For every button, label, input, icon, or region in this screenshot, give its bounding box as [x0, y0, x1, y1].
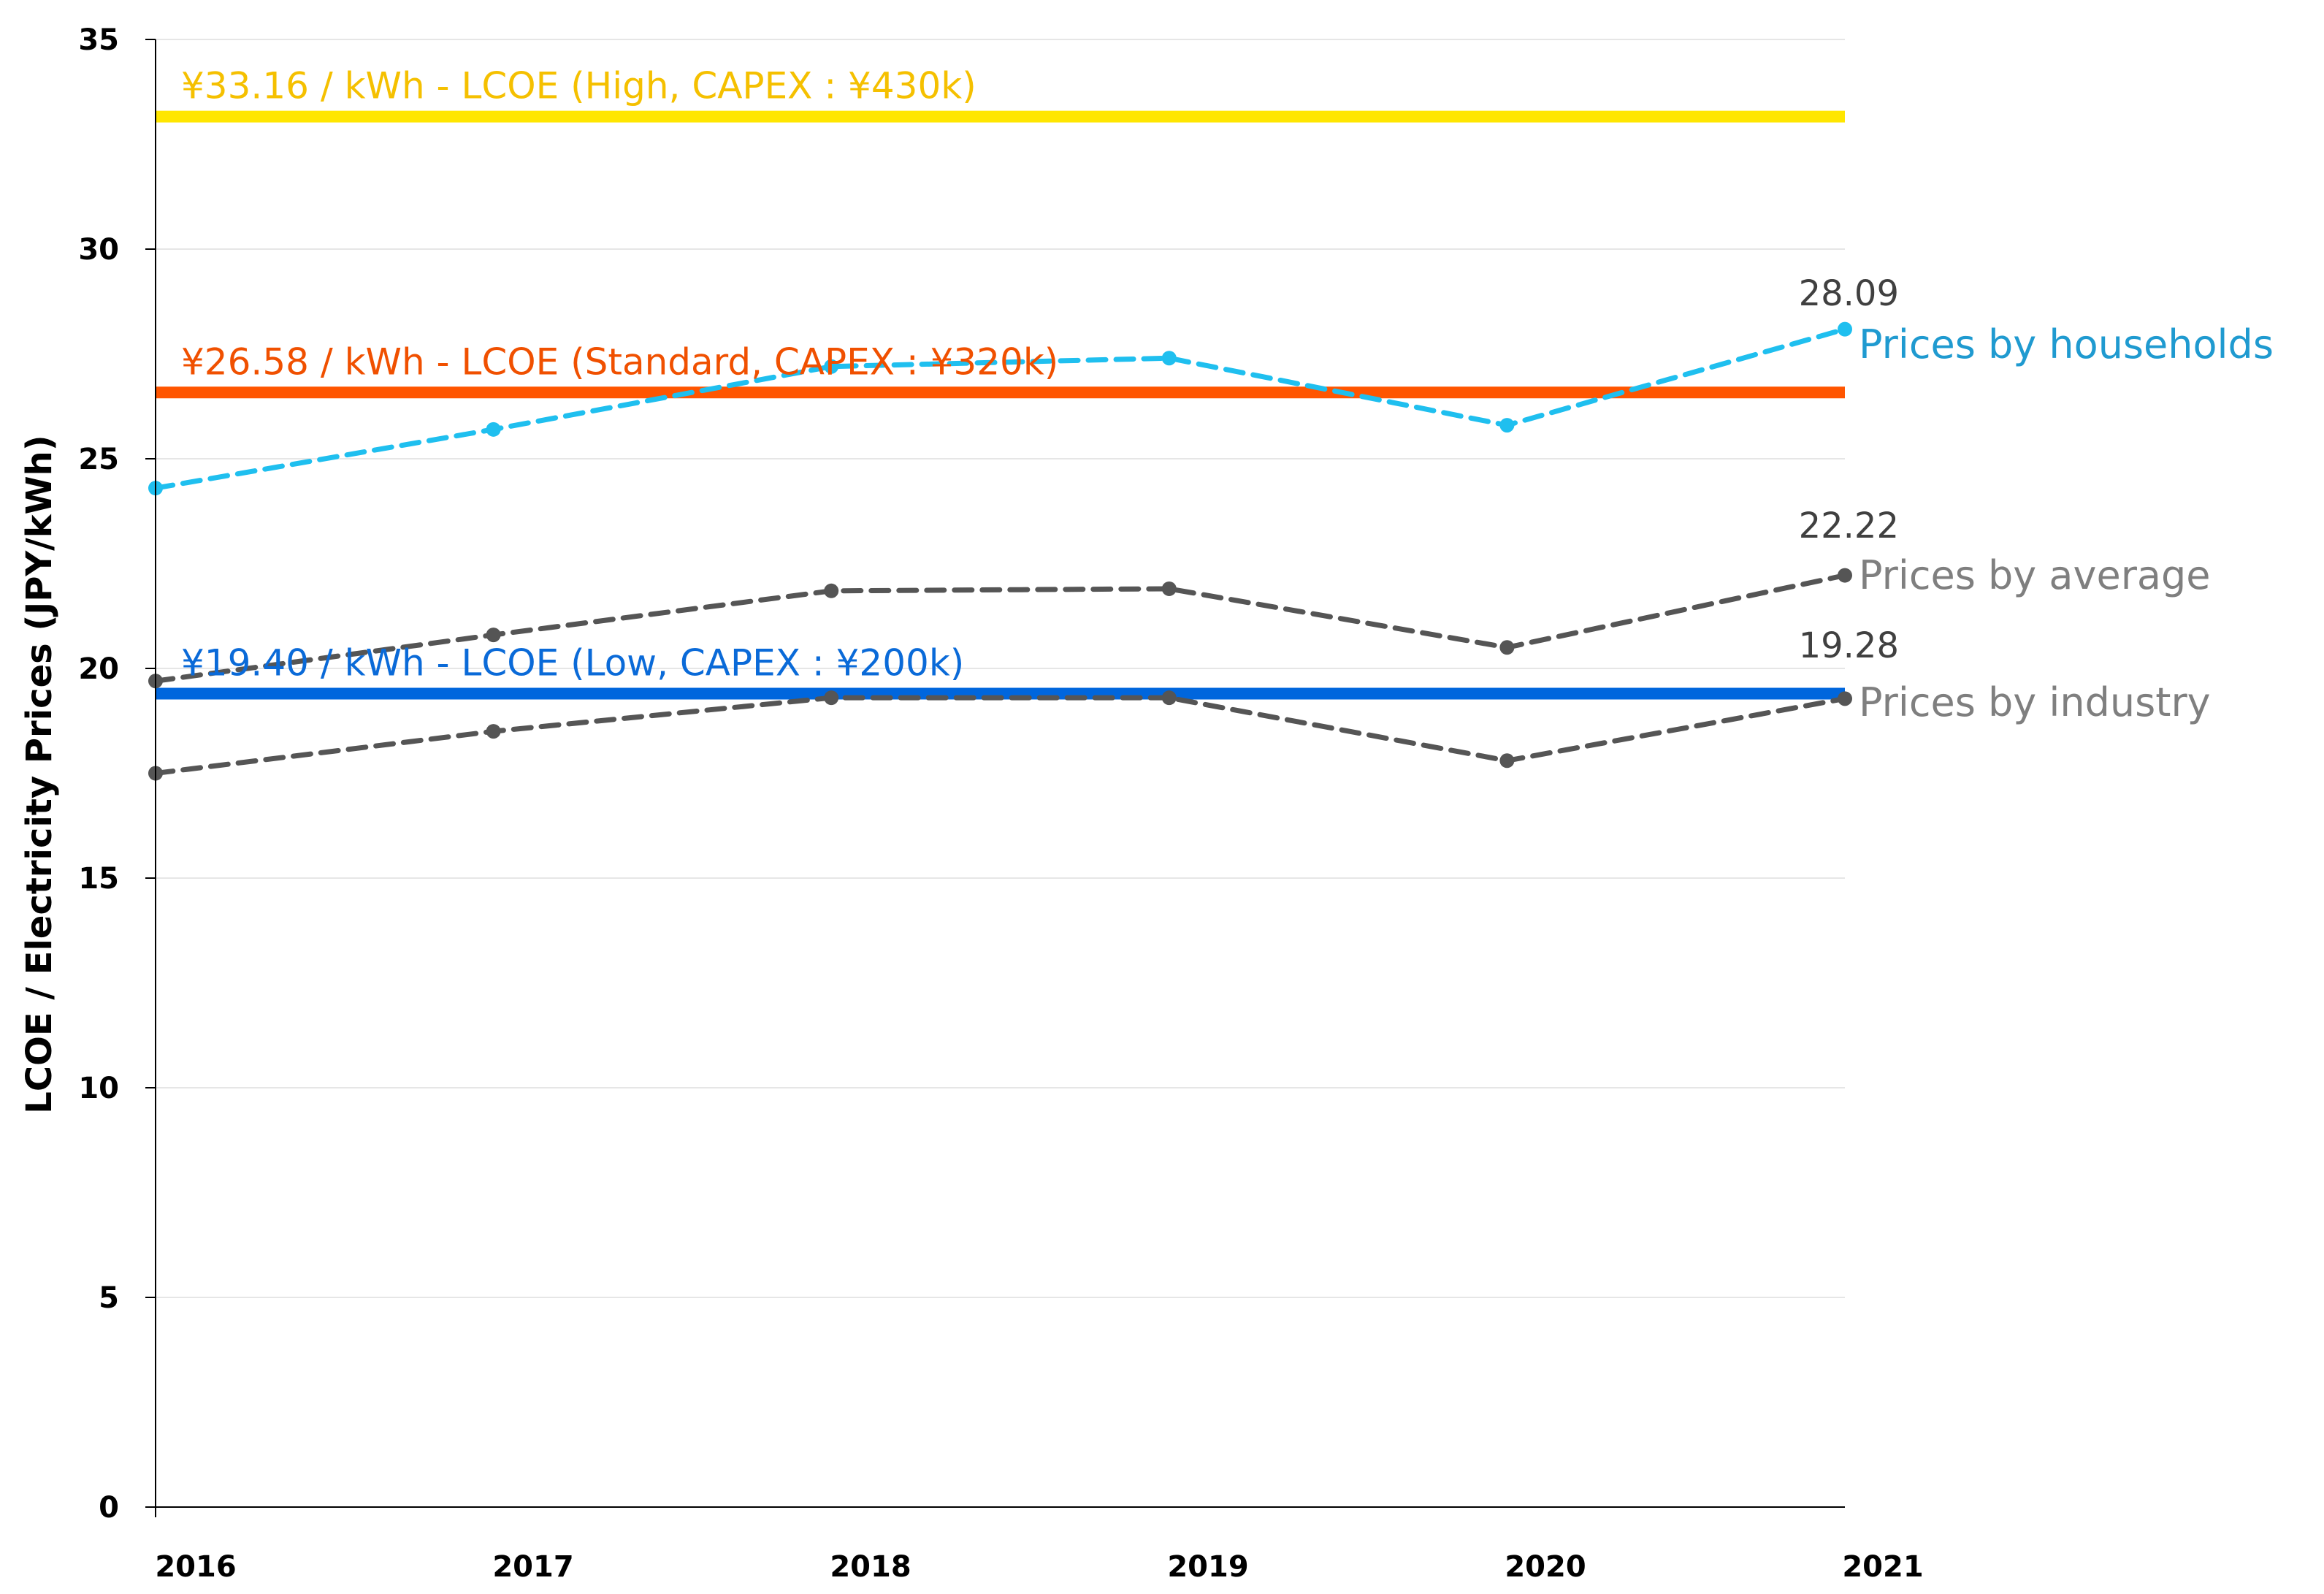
data-point: [486, 628, 501, 643]
y-tick-label: 20: [78, 652, 119, 686]
data-point: [1838, 691, 1852, 706]
x-tick-label: 2019: [1167, 1550, 1248, 1584]
data-point: [1161, 351, 1177, 366]
lcoe-reference-label: ¥26.58 / kWh - LCOE (Standard, CAPEX : ¥…: [181, 340, 1058, 383]
data-label: 28.09: [1799, 273, 1899, 314]
x-tick-label: 2020: [1505, 1550, 1586, 1584]
y-tick-label: 0: [99, 1491, 119, 1525]
series-name-label: Prices by average: [1859, 552, 2211, 598]
x-tick-label: 2021: [1842, 1550, 1923, 1584]
gridlines: [156, 39, 1845, 1298]
data-point: [486, 422, 501, 437]
series-name-label: Prices by households: [1859, 321, 2274, 367]
data-point: [1499, 418, 1515, 433]
data-point: [824, 690, 839, 706]
series-name-label: Prices by industry: [1859, 679, 2211, 725]
x-tick-label: 2018: [830, 1550, 911, 1584]
reference-lines: [156, 110, 1845, 700]
y-tick-label: 10: [78, 1072, 119, 1105]
data-point: [1838, 568, 1852, 583]
x-tick-label: 2017: [492, 1550, 573, 1584]
lcoe-reference-label: ¥33.16 / kWh - LCOE (High, CAPEX : ¥430k…: [181, 65, 976, 107]
data-point: [1161, 581, 1177, 596]
data-label: 22.22: [1799, 506, 1899, 546]
data-point: [824, 583, 839, 598]
series-line: [153, 573, 1848, 684]
data-point: [1161, 690, 1177, 706]
labels: ¥33.16 / kWh - LCOE (High, CAPEX : ¥430k…: [181, 65, 2274, 725]
data-series: [148, 321, 1852, 781]
x-tick-label: 2016: [155, 1550, 236, 1584]
y-axis-label: LCOE / Electricity Prices (JPY/kWh): [19, 435, 60, 1113]
series-line: [153, 327, 1848, 491]
data-label: 19.28: [1799, 625, 1899, 666]
lcoe-reference-label: ¥19.40 / kWh - LCOE (Low, CAPEX : ¥200k): [181, 641, 964, 684]
y-tick-label: 15: [78, 862, 119, 896]
y-tick-label: 25: [78, 443, 119, 476]
data-point: [1499, 753, 1515, 769]
data-point: [486, 724, 501, 739]
y-tick-label: 30: [78, 233, 119, 267]
y-tick-label: 5: [99, 1281, 119, 1315]
data-point: [1838, 321, 1852, 337]
series-line: [153, 695, 1848, 776]
data-point: [1499, 640, 1515, 655]
y-tick-label: 35: [78, 23, 119, 57]
data-point: [824, 359, 839, 374]
axes: 0 5 10 15 20 25 30 35 2016 2017 2018 2019 2020 2021: [78, 23, 1923, 1584]
